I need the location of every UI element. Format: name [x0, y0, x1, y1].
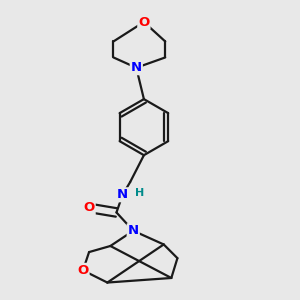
Text: O: O	[83, 201, 95, 214]
Text: O: O	[77, 264, 88, 277]
Text: N: N	[131, 61, 142, 74]
Text: N: N	[117, 188, 128, 201]
Text: O: O	[138, 16, 149, 28]
Text: N: N	[128, 224, 139, 237]
Text: H: H	[135, 188, 144, 198]
